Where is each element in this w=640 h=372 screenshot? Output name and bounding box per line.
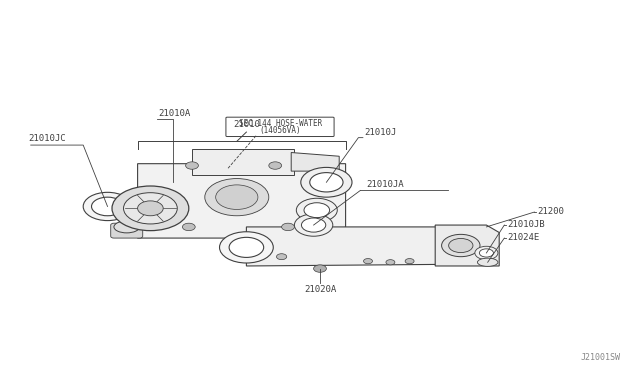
Circle shape	[449, 238, 473, 253]
Circle shape	[475, 246, 498, 260]
Polygon shape	[435, 225, 499, 266]
Text: 21010JB: 21010JB	[507, 220, 545, 229]
Circle shape	[296, 198, 337, 222]
Text: 21010JA: 21010JA	[366, 180, 404, 189]
Polygon shape	[246, 227, 474, 266]
Text: 21010A: 21010A	[159, 109, 191, 118]
Circle shape	[186, 162, 198, 169]
FancyBboxPatch shape	[226, 117, 334, 137]
Circle shape	[276, 254, 287, 260]
Ellipse shape	[114, 221, 140, 233]
Circle shape	[405, 259, 414, 264]
Text: SEC.144 HOSE-WATER: SEC.144 HOSE-WATER	[239, 119, 322, 128]
Circle shape	[220, 232, 273, 263]
Circle shape	[282, 223, 294, 231]
Circle shape	[124, 193, 177, 224]
Text: 21020A: 21020A	[304, 285, 336, 294]
Circle shape	[205, 179, 269, 216]
Circle shape	[216, 185, 258, 209]
Polygon shape	[138, 164, 346, 238]
Circle shape	[386, 260, 395, 265]
Circle shape	[229, 237, 264, 257]
Circle shape	[442, 234, 480, 257]
Circle shape	[112, 186, 189, 231]
Text: 21200: 21200	[538, 207, 564, 216]
Circle shape	[92, 197, 124, 216]
Circle shape	[182, 223, 195, 231]
Circle shape	[310, 173, 343, 192]
Circle shape	[294, 214, 333, 236]
Ellipse shape	[477, 258, 498, 266]
Text: 21010J: 21010J	[365, 128, 397, 137]
Text: (14056VA): (14056VA)	[259, 126, 301, 135]
Circle shape	[301, 218, 326, 232]
Circle shape	[83, 192, 132, 221]
Circle shape	[479, 249, 493, 257]
Polygon shape	[291, 153, 339, 171]
Circle shape	[314, 265, 326, 272]
Circle shape	[138, 201, 163, 216]
Polygon shape	[192, 149, 294, 175]
Text: J21001SW: J21001SW	[581, 353, 621, 362]
FancyBboxPatch shape	[111, 223, 143, 238]
Circle shape	[301, 167, 352, 197]
Text: 21010: 21010	[233, 121, 260, 129]
Circle shape	[269, 162, 282, 169]
Text: 21010JC: 21010JC	[29, 134, 67, 143]
Text: 21024E: 21024E	[507, 233, 539, 242]
Circle shape	[304, 203, 330, 218]
Polygon shape	[179, 171, 314, 231]
Circle shape	[364, 259, 372, 264]
